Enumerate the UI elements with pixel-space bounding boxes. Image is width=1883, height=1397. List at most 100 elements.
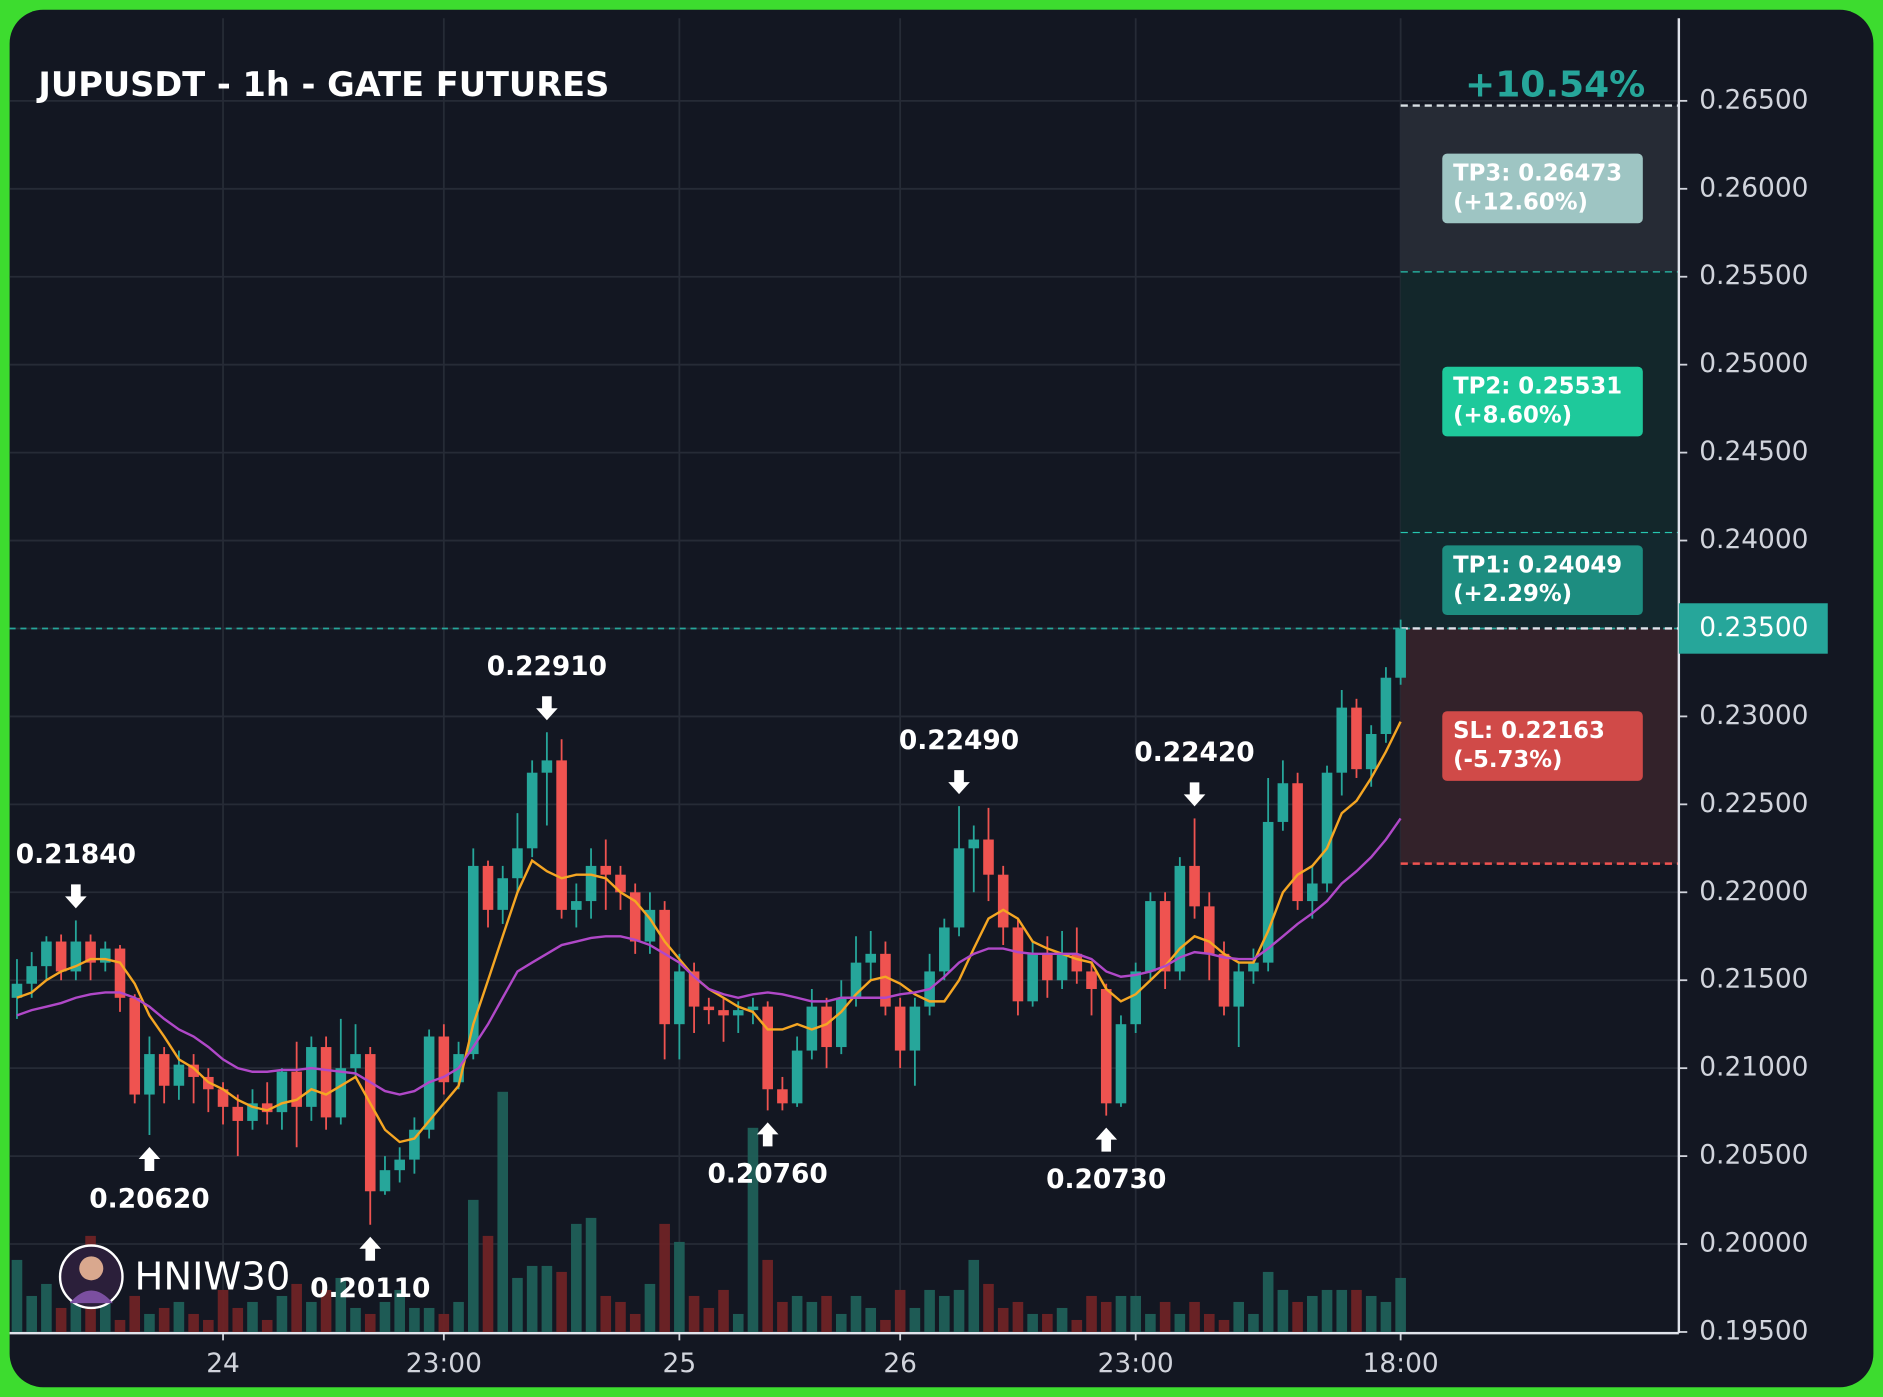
change-label: +10.54% [1465, 65, 1645, 106]
volume-bar [1218, 1319, 1230, 1332]
watermark-text: HNIW30 [135, 1255, 291, 1300]
candle-body [644, 909, 656, 942]
annotation-label: 0.20760 [708, 1159, 828, 1190]
volume-bar [541, 1265, 553, 1332]
candle-body [718, 1010, 729, 1016]
volume-bar [674, 1241, 685, 1332]
volume-bar [1159, 1301, 1171, 1332]
candle-body [364, 1054, 376, 1192]
volume-bar [129, 1295, 141, 1332]
candle-body [70, 941, 82, 972]
y-tick-label: 0.22000 [1699, 876, 1808, 907]
candle-body [306, 1047, 317, 1107]
volume-bar [1307, 1295, 1318, 1332]
candle-body [409, 1129, 420, 1160]
candle-body [1233, 971, 1245, 1007]
candle-body [1071, 953, 1083, 972]
candle-body [379, 1170, 391, 1192]
volume-bar [203, 1319, 214, 1332]
volume-bar [688, 1295, 700, 1332]
volume-bar [379, 1301, 391, 1332]
annotation-arrow [1183, 782, 1206, 807]
volume-bar [1248, 1313, 1259, 1332]
candle-body [85, 941, 96, 963]
candle-body [865, 953, 877, 963]
volume-bar [276, 1295, 288, 1332]
volume-bar [659, 1223, 670, 1332]
annotation-arrow [65, 884, 87, 909]
candle-body [688, 971, 700, 1007]
volume-bar [1277, 1289, 1289, 1332]
candle-body [1351, 707, 1362, 770]
volume-bar [99, 1301, 111, 1332]
annotation-arrow [138, 1147, 161, 1172]
volume-bar [335, 1277, 347, 1332]
level-box [1442, 545, 1643, 616]
volume-bar [1174, 1313, 1186, 1332]
candle-body [144, 1054, 155, 1095]
level-label: TP3: 0.26473 [1453, 161, 1622, 187]
candle-body [158, 1054, 170, 1086]
volume-bar [1336, 1289, 1348, 1332]
annotation-label: 0.20730 [1046, 1164, 1166, 1195]
candle-body [1100, 989, 1112, 1104]
volume-bar [1365, 1295, 1377, 1332]
level-label: TP1: 0.24049 [1453, 552, 1622, 578]
candle-body [571, 901, 582, 910]
candle-body [880, 953, 891, 1007]
price-tag-label: 0.23500 [1699, 612, 1808, 643]
volume-bar [173, 1301, 185, 1332]
candle-body [247, 1103, 258, 1121]
volume-bar [983, 1283, 994, 1332]
volume-bar [953, 1289, 965, 1332]
volume-bar [350, 1307, 361, 1332]
chart-title: JUPUSDT - 1h - GATE FUTURES [36, 65, 609, 104]
volume-bar [629, 1313, 641, 1332]
candle-body [674, 971, 685, 1025]
candle-body [1365, 734, 1377, 770]
volume-bar [777, 1301, 788, 1332]
candle-body [526, 772, 538, 849]
candle-body [1189, 865, 1200, 907]
volume-bar [835, 1313, 847, 1332]
candle-body [291, 1071, 302, 1107]
candle-body [1174, 865, 1186, 972]
candle-body [232, 1106, 244, 1121]
annotation-label: 0.21840 [16, 839, 136, 870]
candle-body [968, 839, 980, 849]
volume-bar [968, 1259, 980, 1332]
candle-body [114, 948, 126, 998]
candle-body [55, 941, 67, 972]
volume-bar [188, 1313, 199, 1332]
candle-body [1130, 971, 1141, 1025]
candle-body [394, 1159, 405, 1171]
level-pct: (+8.60%) [1453, 403, 1572, 429]
volume-bar [526, 1265, 538, 1332]
candle-body [276, 1071, 288, 1113]
y-tick-label: 0.19500 [1699, 1315, 1808, 1346]
candle-body [335, 1068, 347, 1118]
volume-bar [1130, 1295, 1141, 1332]
candle-body [99, 948, 111, 963]
volume-bar [1012, 1301, 1024, 1332]
level-box [1442, 366, 1643, 437]
volume-bar [158, 1307, 170, 1332]
candle-body [129, 997, 141, 1095]
candle-body [1262, 821, 1274, 963]
volume-bar [644, 1283, 656, 1332]
candle-body [350, 1054, 361, 1069]
volume-bar [997, 1307, 1009, 1332]
candle-body [1277, 783, 1289, 822]
candle-body [600, 865, 612, 875]
ma-line [16, 817, 1402, 1096]
candle-body [188, 1064, 199, 1077]
volume-bar [1189, 1301, 1200, 1332]
volume-bar [806, 1301, 818, 1332]
volume-bar [394, 1289, 405, 1332]
level-pct: (+2.29%) [1453, 581, 1572, 607]
annotation-label: 0.22910 [487, 651, 607, 682]
level-pct: (+12.60%) [1453, 189, 1588, 215]
candle-body [173, 1064, 185, 1086]
candle-body [821, 1006, 832, 1048]
candle-body [953, 848, 965, 928]
